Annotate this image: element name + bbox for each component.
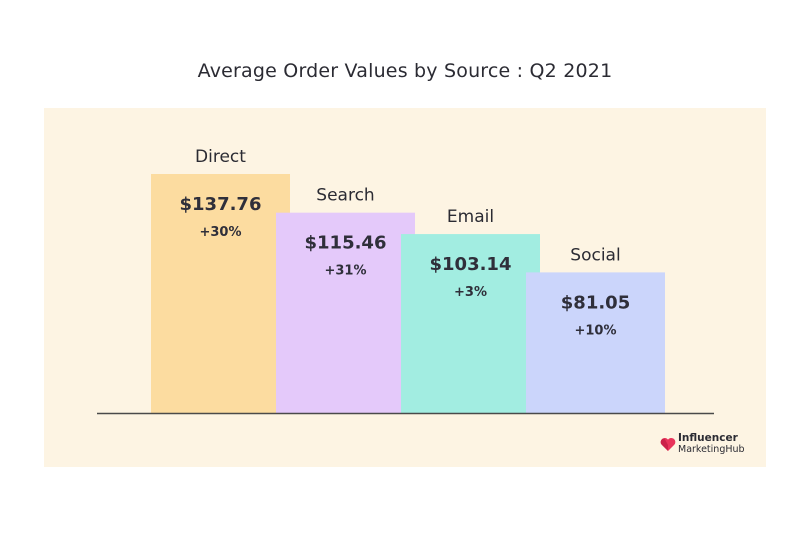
- category-label: Social: [570, 245, 620, 265]
- change-label: +10%: [574, 323, 616, 338]
- change-label: +31%: [324, 264, 366, 279]
- chart-panel: Direct $137.76 +30% Search $115.46 +31% Email $…: [44, 108, 766, 467]
- value-label: $115.46: [305, 233, 387, 254]
- change-label: +3%: [454, 285, 487, 300]
- brand-name-line2: MarketingHub: [678, 444, 745, 455]
- chart-title: Average Order Values by Source : Q2 2021: [197, 60, 613, 82]
- bar-chart: Direct $137.76 +30% Search $115.46 +31% Email $…: [97, 147, 714, 415]
- bar-direct: [151, 174, 290, 413]
- category-label: Direct: [195, 147, 246, 167]
- category-label: Search: [316, 186, 374, 206]
- change-label: +30%: [199, 225, 241, 240]
- heart-logo-icon: [660, 437, 676, 451]
- bar-search: [276, 212, 415, 413]
- value-label: $137.76: [180, 194, 262, 215]
- value-label: $103.14: [430, 254, 512, 275]
- bar-email: [401, 234, 540, 413]
- category-label: Email: [447, 207, 494, 227]
- bar-social: [526, 272, 665, 413]
- value-label: $81.05: [561, 292, 630, 313]
- brand-name-line1: Influencer: [678, 432, 738, 444]
